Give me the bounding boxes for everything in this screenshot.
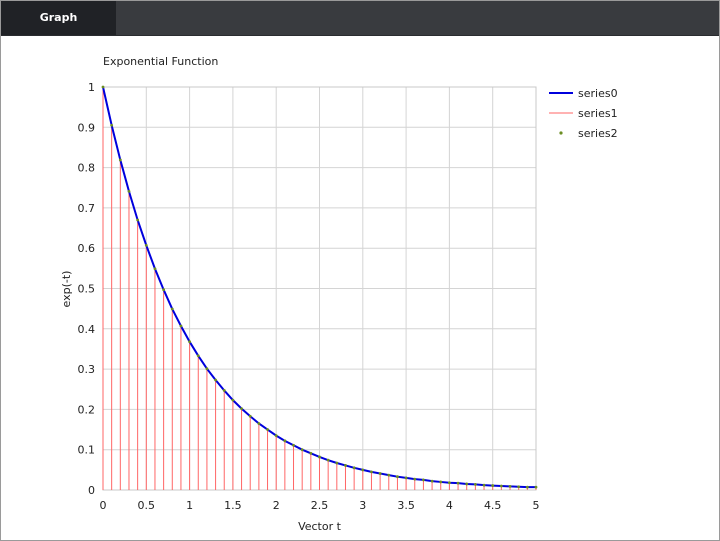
data-point bbox=[153, 267, 157, 271]
y-tick-label: 0.2 bbox=[78, 403, 96, 416]
data-point bbox=[222, 389, 226, 392]
y-tick-label: 0.1 bbox=[78, 444, 96, 457]
data-point bbox=[508, 484, 512, 488]
data-point bbox=[188, 340, 192, 344]
x-axis-ticks: 0 0.5 1 1.5 2 2.5 3 3.5 4 4.5 5 bbox=[100, 499, 540, 512]
data-point bbox=[144, 243, 148, 247]
data-point bbox=[205, 367, 209, 371]
data-point bbox=[396, 475, 399, 479]
y-tick-label: 1 bbox=[88, 81, 95, 94]
data-point bbox=[448, 481, 451, 485]
legend-label: series2 bbox=[578, 127, 618, 140]
data-point bbox=[456, 481, 460, 485]
tab-graph[interactable]: Graph bbox=[1, 1, 116, 35]
data-point bbox=[231, 398, 235, 402]
data-point bbox=[517, 485, 521, 489]
y-tick-label: 0.4 bbox=[78, 323, 96, 336]
data-point bbox=[248, 414, 252, 418]
x-axis-label: Vector t bbox=[298, 520, 342, 533]
data-point bbox=[404, 476, 408, 480]
data-point bbox=[326, 458, 330, 462]
data-point bbox=[525, 485, 529, 489]
y-tick-label: 0 bbox=[88, 484, 95, 497]
x-tick-label: 2 bbox=[273, 499, 280, 512]
data-point bbox=[335, 461, 339, 465]
data-point bbox=[422, 478, 425, 482]
x-tick-label: 4.5 bbox=[484, 499, 502, 512]
data-point bbox=[292, 443, 295, 447]
chart-title: Exponential Function bbox=[103, 55, 218, 68]
legend-label: series0 bbox=[578, 87, 618, 100]
x-tick-label: 5 bbox=[533, 499, 540, 512]
data-point bbox=[179, 324, 183, 328]
data-point bbox=[162, 288, 166, 292]
x-tick-label: 1.5 bbox=[224, 499, 242, 512]
data-point bbox=[439, 480, 443, 484]
data-point bbox=[491, 484, 495, 487]
data-point bbox=[240, 407, 243, 410]
data-point bbox=[300, 448, 304, 452]
y-tick-label: 0.7 bbox=[78, 202, 96, 215]
data-point bbox=[473, 482, 477, 486]
x-tick-label: 1 bbox=[186, 499, 193, 512]
data-point bbox=[413, 477, 417, 481]
data-point bbox=[266, 428, 269, 431]
data-point bbox=[361, 468, 365, 472]
data-point bbox=[352, 466, 356, 470]
data-point bbox=[214, 378, 217, 382]
data-point bbox=[387, 473, 391, 477]
data-point bbox=[118, 158, 122, 162]
data-point bbox=[127, 189, 131, 193]
grid bbox=[102, 86, 537, 491]
y-tick-label: 0.6 bbox=[78, 242, 96, 255]
data-point bbox=[318, 455, 321, 459]
x-tick-label: 2.5 bbox=[311, 499, 329, 512]
tab-bar: Graph bbox=[1, 1, 719, 36]
data-point bbox=[378, 472, 382, 475]
data-point bbox=[534, 485, 538, 489]
y-tick-label: 0.3 bbox=[78, 363, 96, 376]
marker-series bbox=[101, 85, 538, 489]
x-tick-label: 0 bbox=[100, 499, 107, 512]
data-point bbox=[110, 123, 114, 127]
y-tick-label: 0.5 bbox=[78, 283, 96, 296]
legend: series0 series1 series2 bbox=[549, 87, 618, 140]
data-point bbox=[170, 307, 174, 311]
data-point bbox=[430, 479, 434, 483]
y-tick-label: 0.8 bbox=[78, 162, 96, 175]
stem-series bbox=[102, 87, 537, 490]
data-point bbox=[344, 464, 347, 467]
x-tick-label: 0.5 bbox=[138, 499, 156, 512]
data-point bbox=[283, 439, 287, 443]
y-axis-ticks: 0 0.1 0.2 0.3 0.4 0.5 0.6 0.7 0.8 0.9 1 bbox=[78, 81, 96, 497]
data-point bbox=[196, 354, 200, 358]
data-point bbox=[101, 85, 105, 89]
y-axis-label: exp(-t) bbox=[60, 271, 73, 308]
data-point bbox=[257, 422, 261, 425]
x-tick-label: 3 bbox=[359, 499, 366, 512]
y-tick-label: 0.9 bbox=[78, 121, 96, 134]
data-point bbox=[482, 483, 486, 487]
data-point bbox=[274, 434, 278, 437]
data-point bbox=[309, 451, 313, 455]
data-point bbox=[465, 482, 469, 486]
data-point bbox=[136, 218, 140, 222]
data-point bbox=[370, 470, 373, 474]
legend-swatch-marker bbox=[559, 131, 563, 135]
data-point bbox=[499, 484, 503, 488]
legend-label: series1 bbox=[578, 107, 618, 120]
x-tick-label: 4 bbox=[446, 499, 453, 512]
x-tick-label: 3.5 bbox=[397, 499, 415, 512]
